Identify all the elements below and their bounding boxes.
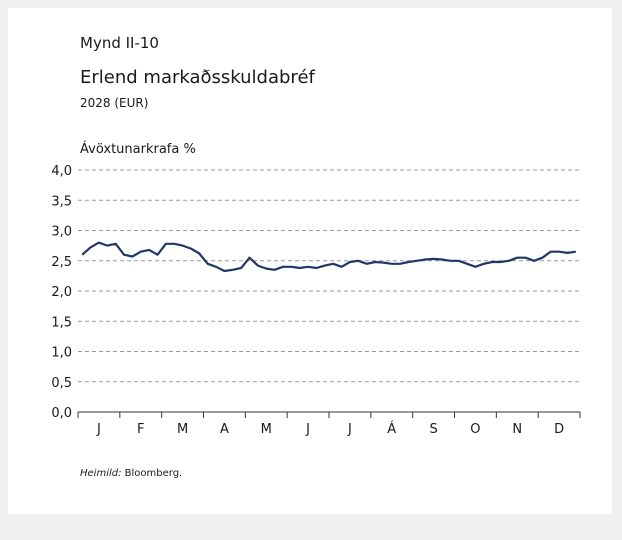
source-label: Heimild: — [80, 468, 121, 479]
y-tick-label: 3,0 — [51, 225, 72, 240]
y-tick-label: 1,0 — [51, 346, 72, 361]
y-tick-label: 3,5 — [51, 194, 72, 209]
x-tick-label: Á — [387, 421, 396, 437]
x-tick-label: J — [347, 422, 352, 437]
x-tick-label: D — [554, 422, 564, 437]
y-tick-label: 0,0 — [51, 406, 72, 421]
chart-subtitle: 2028 (EUR) — [80, 96, 148, 110]
x-tick-label: M — [177, 422, 188, 437]
chart-title: Erlend markaðsskuldabréf — [80, 67, 316, 88]
x-tick-label: J — [96, 422, 101, 437]
y-tick-label: 2,5 — [51, 255, 72, 270]
source-text: Bloomberg. — [125, 468, 183, 479]
y-tick-label: 1,5 — [51, 315, 72, 330]
figure-label: Mynd II-10 — [80, 34, 159, 52]
y-tick-label: 2,0 — [51, 285, 72, 300]
x-tick-label: S — [429, 422, 437, 437]
x-tick-label: N — [512, 422, 522, 437]
x-tick-label: A — [220, 422, 229, 437]
y-tick-label: 0,5 — [51, 376, 72, 391]
line-series — [81, 241, 576, 273]
source: Heimild: Bloomberg. — [80, 468, 182, 479]
y-tick-label: 4,0 — [51, 164, 72, 179]
y-axis-label: Ávöxtunarkrafa % — [80, 141, 196, 157]
x-tick-label: J — [305, 422, 310, 437]
x-tick-label: F — [137, 422, 144, 437]
x-tick-label: O — [470, 422, 480, 437]
x-tick-label: M — [261, 422, 272, 437]
